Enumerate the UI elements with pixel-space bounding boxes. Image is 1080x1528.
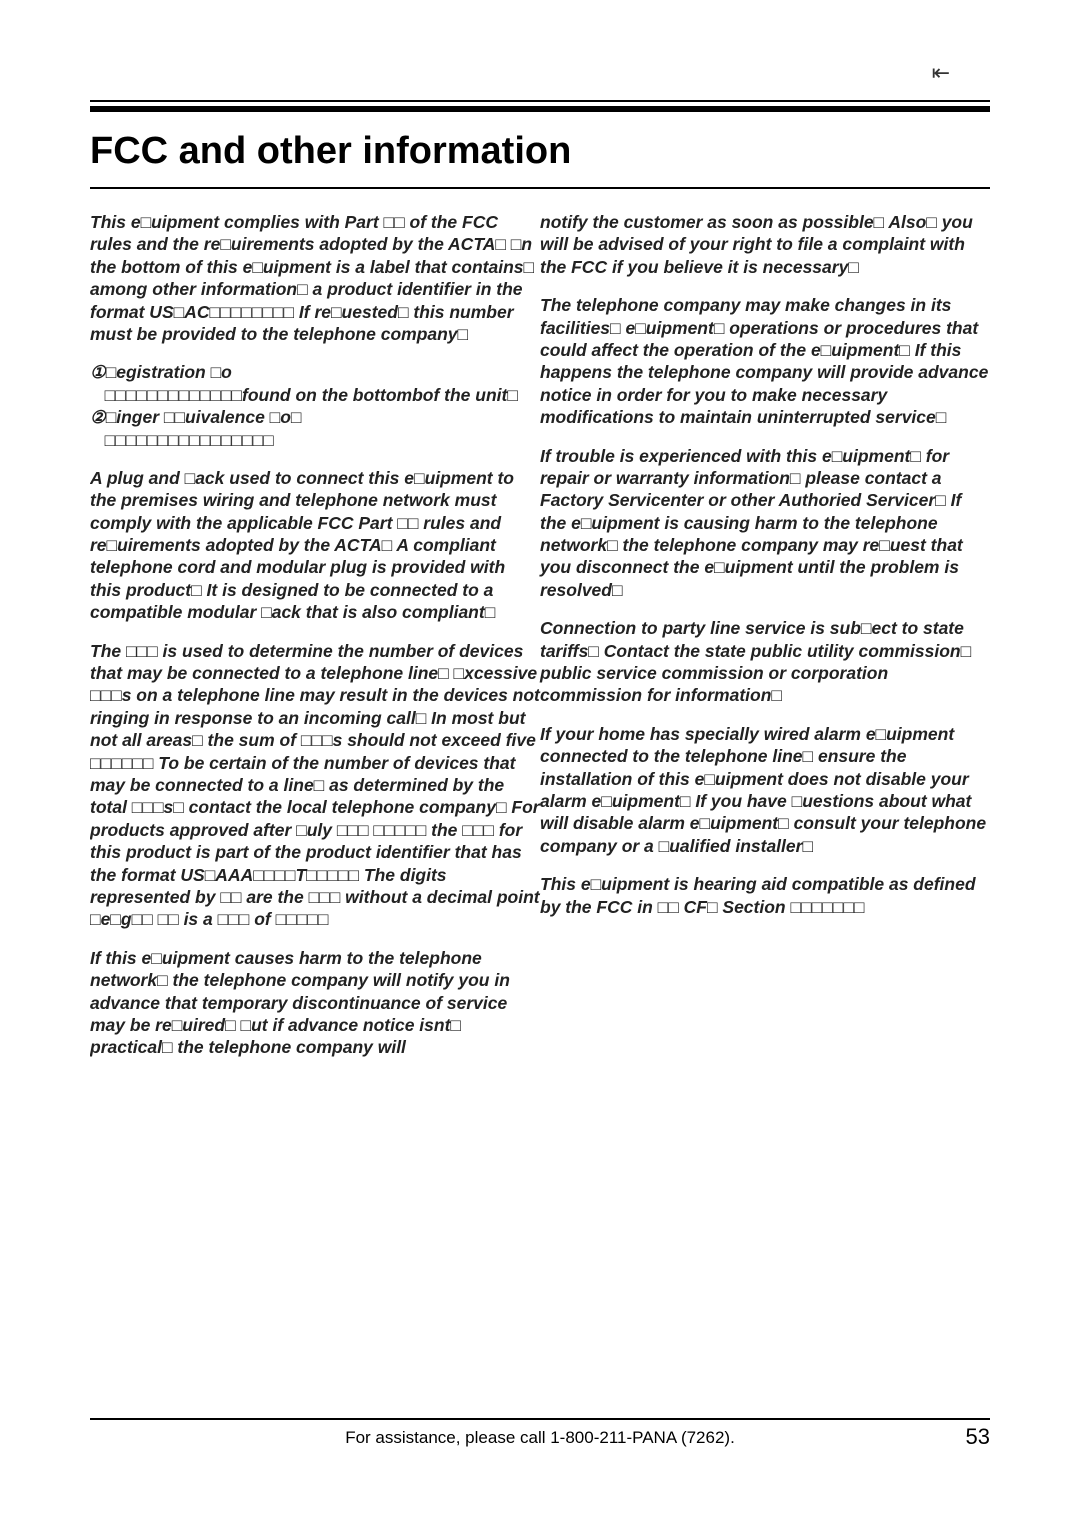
reg-no-blank: □□□□□□□□□□□□□found on the bottombof the … (105, 385, 518, 405)
right-p6: This e□uipment is hearing aid compatible… (540, 873, 990, 918)
right-column: notify the customer as soon as possible□… (540, 211, 990, 934)
right-p1: notify the customer as soon as possible□… (540, 211, 990, 278)
left-p1: This e□uipment complies with Part □□ of … (90, 211, 540, 345)
footer-text: For assistance, please call 1-800-211-PA… (90, 1428, 990, 1448)
right-p2: The telephone company may make changes i… (540, 294, 990, 428)
left-p4: If this e□uipment causes harm to the tel… (90, 947, 540, 1059)
ringer-blank: □□□□□□□□□□□□□□□□ (105, 430, 274, 450)
page-number: 53 (966, 1424, 990, 1450)
rule-under-title (90, 187, 990, 189)
right-p3: If trouble is experienced with this e□ui… (540, 445, 990, 602)
left-column: This e□uipment complies with Part □□ of … (90, 211, 540, 1075)
reg-no-line: ①□egistration □o (90, 362, 232, 382)
back-icon: ⇤ (932, 60, 950, 86)
footer: For assistance, please call 1-800-211-PA… (90, 1418, 990, 1448)
left-p1b: ①□egistration □o □□□□□□□□□□□□□found on t… (90, 361, 540, 451)
rule-thick (90, 106, 990, 112)
left-p3: The □□□ is used to determine the number … (90, 640, 540, 931)
columns: This e□uipment complies with Part □□ of … (90, 211, 990, 1331)
right-p5: If your home has specially wired alarm e… (540, 723, 990, 857)
page-title: FCC and other information (90, 130, 990, 173)
right-p4: Connection to party line service is sub□… (540, 617, 990, 707)
ringer-line: ②□inger □□uivalence □o□ (90, 407, 302, 427)
left-p2: A plug and □ack used to connect this e□u… (90, 467, 540, 624)
